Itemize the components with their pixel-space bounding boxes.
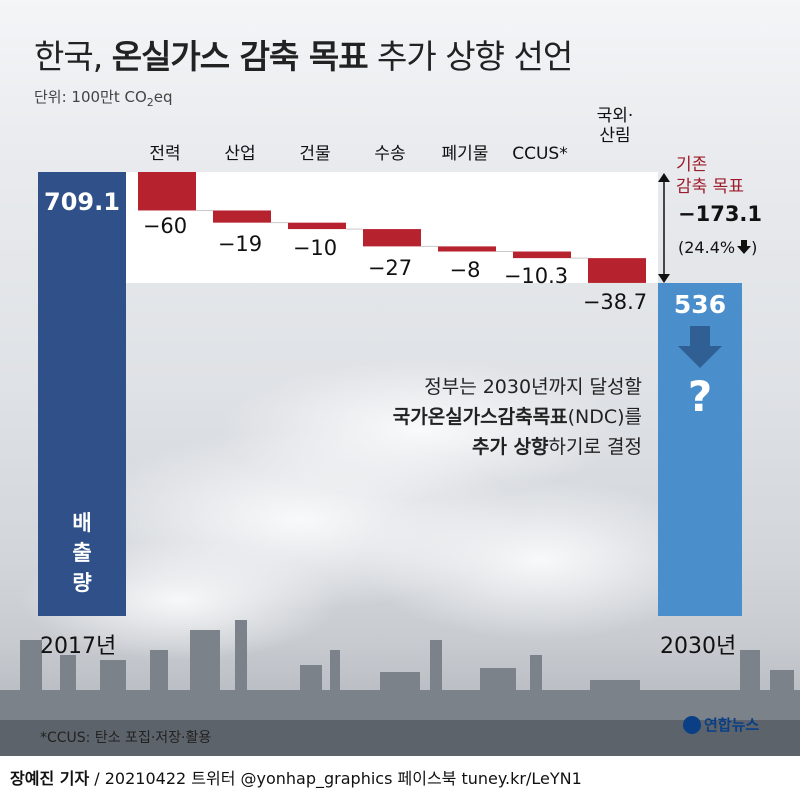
bar-ccus: [513, 251, 571, 259]
range-double-arrow-icon: [658, 173, 670, 283]
plot-band: [126, 172, 658, 283]
page-title: 한국, 온실가스 감축 목표 추가 상향 선언: [34, 37, 573, 76]
bar-2017-value: 709.1: [44, 188, 120, 216]
unit-label: 단위: 100만t CO2eq: [34, 88, 173, 109]
category-label-transport: 수송: [374, 144, 406, 164]
existing-target-label: 기존 감축 목표: [676, 155, 744, 197]
category-label-overseas-forest: 국외· 산림: [596, 106, 634, 146]
bar-2030-value: 536: [673, 290, 727, 319]
value-label-ccus: −10.3: [503, 264, 569, 288]
footnote: *CCUS: 탄소 포집·저장·활용: [40, 730, 212, 746]
category-label-power: 전력: [149, 144, 181, 164]
callout-text: 정부는 2030년까지 달성할 국가온실가스감축목표(NDC)를 추가 상향하기…: [392, 376, 642, 458]
value-label-industry: −19: [217, 232, 263, 256]
reduction-percent: (24.4%): [678, 238, 758, 257]
value-label-waste: −8: [449, 258, 481, 282]
bar-industry: [213, 210, 271, 223]
reduction-total: −173.1: [678, 202, 763, 226]
bar-overseas-forest: [588, 258, 646, 283]
value-label-overseas-forest: −38.7: [582, 290, 648, 314]
year-label-2030: 2030년: [660, 634, 737, 659]
credit-bar: [0, 756, 800, 794]
category-label-buildings: 건물: [299, 144, 331, 164]
category-label-ccus: CCUS*: [512, 144, 568, 164]
down-arrow-icon: [678, 326, 722, 368]
year-label-2017: 2017년: [40, 634, 117, 659]
yonhap-logo: 연합뉴스: [683, 714, 759, 735]
bar-transport: [363, 229, 421, 247]
emissions-axis-label: 배 출 량: [72, 511, 92, 595]
category-label-industry: 산업: [224, 144, 256, 164]
value-label-transport: −27: [367, 256, 413, 280]
bar-2017: [38, 172, 126, 616]
bar-buildings: [288, 222, 346, 230]
value-label-buildings: −10: [292, 236, 338, 260]
bar-power: [138, 172, 196, 211]
question-mark: ?: [687, 372, 713, 421]
logo-icon: [683, 715, 701, 734]
category-label-waste: 폐기물: [441, 144, 489, 164]
value-label-power: −60: [142, 214, 188, 238]
bar-waste: [438, 246, 496, 252]
credit-line: 장예진 기자 / 20210422 트위터 @yonhap_graphics 페…: [10, 769, 582, 788]
down-arrow-small-icon: [737, 240, 752, 254]
